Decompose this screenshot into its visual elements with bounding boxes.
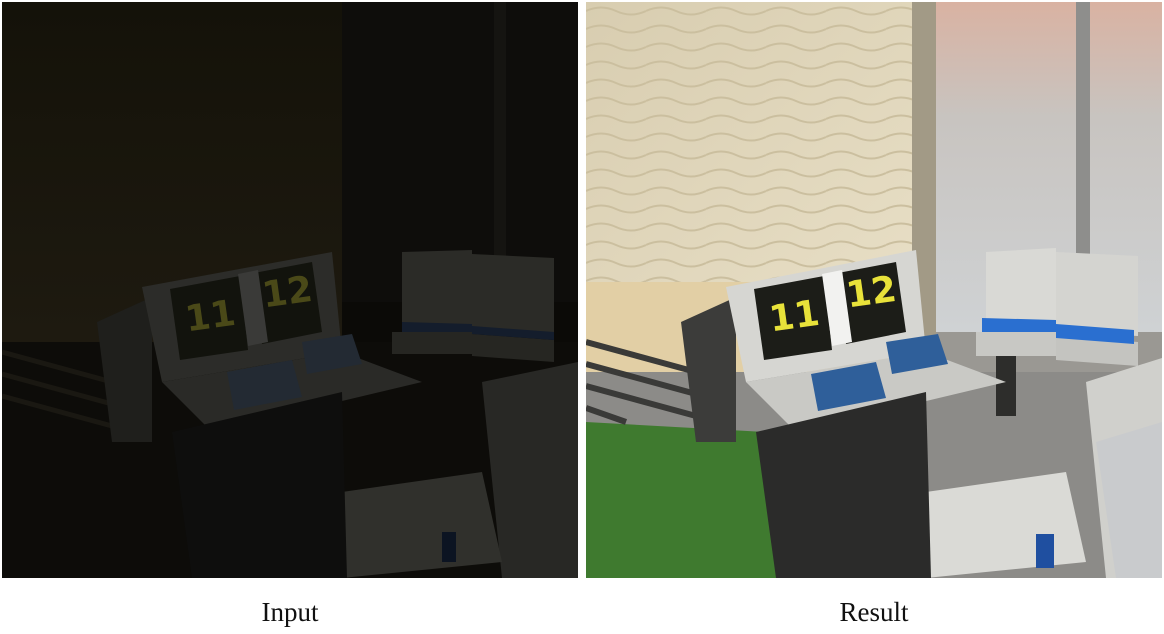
turf-patch bbox=[586, 422, 786, 578]
seats bbox=[342, 250, 578, 578]
pillar bbox=[1076, 2, 1090, 332]
right-screen bbox=[254, 262, 322, 344]
input-scene: 11 12 bbox=[2, 2, 578, 578]
kiosk bbox=[97, 252, 422, 578]
right-screen bbox=[838, 262, 906, 344]
result-image-panel: 11 12 bbox=[586, 2, 1162, 578]
kiosk-number-12: 12 bbox=[260, 269, 315, 317]
left-screen bbox=[170, 276, 248, 360]
railing bbox=[2, 349, 113, 429]
result-scene: 11 12 bbox=[586, 2, 1162, 578]
input-image-panel: 11 12 bbox=[2, 2, 578, 578]
kiosk-number-11: 11 bbox=[183, 293, 238, 341]
railing bbox=[586, 339, 697, 425]
result-caption: Result bbox=[839, 597, 909, 627]
left-screen bbox=[754, 276, 832, 360]
kiosk-number-12: 12 bbox=[844, 269, 899, 317]
kiosk bbox=[681, 250, 1006, 578]
seats bbox=[926, 248, 1162, 578]
kiosk-number-11: 11 bbox=[767, 293, 822, 341]
input-caption: Input bbox=[261, 597, 319, 627]
